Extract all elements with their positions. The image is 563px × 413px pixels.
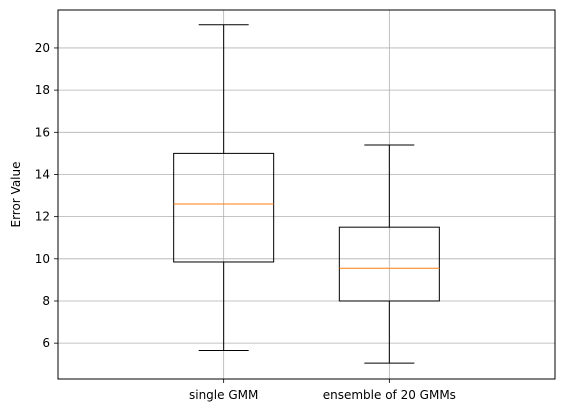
box-iqr xyxy=(338,226,440,302)
y-tick-label: 14 xyxy=(35,167,50,181)
y-tick-label: 8 xyxy=(42,294,50,308)
axis-ticks: 6 8 10 12 14 16 18 20 single GMM ensemble of 20 G… xyxy=(35,41,456,402)
plot-frame xyxy=(57,9,556,380)
x-tick-label: ensemble of 20 GMMs xyxy=(323,388,456,402)
y-tick-label: 12 xyxy=(35,210,50,224)
box-group xyxy=(173,24,275,352)
box-group xyxy=(338,144,440,364)
box-plots xyxy=(173,24,440,364)
y-axis-label: Error Value xyxy=(9,161,23,227)
y-tick-label: 16 xyxy=(35,125,50,139)
x-tick-label: single GMM xyxy=(189,388,258,402)
box-iqr xyxy=(173,152,275,263)
y-tick-label: 6 xyxy=(42,336,50,350)
y-tick-label: 20 xyxy=(35,41,50,55)
y-tick-label: 18 xyxy=(35,83,50,97)
y-tick-label: 10 xyxy=(35,252,50,266)
grid-lines xyxy=(58,10,555,379)
